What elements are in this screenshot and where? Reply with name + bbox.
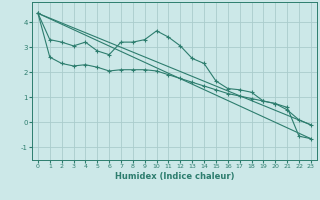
X-axis label: Humidex (Indice chaleur): Humidex (Indice chaleur) xyxy=(115,172,234,181)
